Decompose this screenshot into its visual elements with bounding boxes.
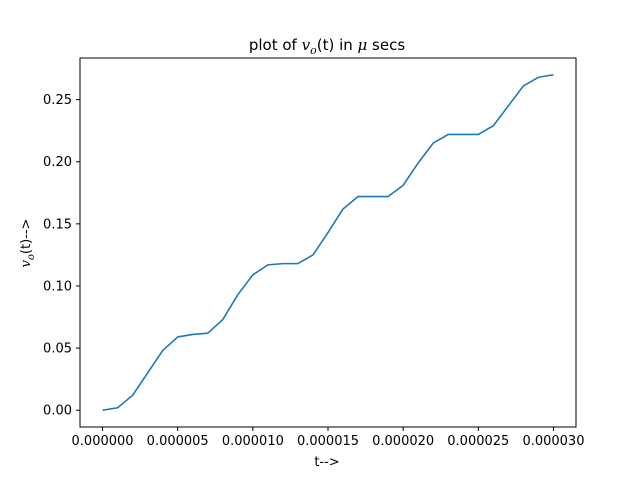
y-axis-label: vo(t)-->	[19, 219, 37, 268]
x-tick-label: 0.000015	[297, 434, 359, 449]
chart-title: plot of vo(t) in μ secs	[249, 36, 405, 57]
x-axis-ticks: 0.000000 0.000005 0.000010 0.000015 0.000020…	[72, 427, 584, 449]
y-tick-label: 0.10	[43, 279, 72, 294]
axes-frame	[79, 57, 577, 428]
y-axis-ticks: 0.00 0.05 0.10 0.15 0.20 0.25	[43, 93, 80, 419]
y-tick-label: 0.05	[43, 342, 72, 357]
x-tick-label: 0.000000	[72, 434, 134, 449]
series-line-0	[102, 73, 554, 412]
plot-area	[102, 73, 554, 412]
y-tick-label: 0.20	[43, 155, 72, 170]
x-tick-label: 0.000030	[522, 434, 584, 449]
x-tick-label: 0.000005	[147, 434, 209, 449]
x-tick-label: 0.000020	[372, 434, 434, 449]
x-axis-label: t-->	[314, 455, 339, 470]
y-tick-label: 0.00	[43, 404, 72, 419]
x-tick-label: 0.000025	[447, 434, 509, 449]
y-tick-label: 0.15	[43, 217, 72, 232]
x-tick-label: 0.000010	[222, 434, 284, 449]
y-tick-label: 0.25	[43, 93, 72, 108]
